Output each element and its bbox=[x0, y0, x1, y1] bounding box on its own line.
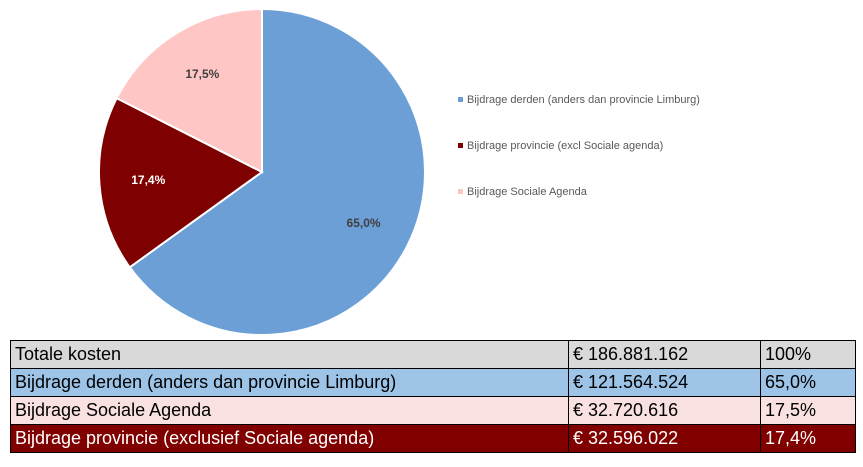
table-row: Bijdrage derden (anders dan provincie Li… bbox=[10, 368, 856, 397]
table-cell: 100% bbox=[760, 340, 856, 369]
legend-label: Bijdrage derden (anders dan provincie Li… bbox=[467, 94, 700, 106]
table-cell: 17,4% bbox=[760, 424, 856, 453]
legend-label: Bijdrage Sociale Agenda bbox=[467, 186, 588, 198]
legend-swatch bbox=[458, 143, 463, 148]
table-cell: € 32.596.022 bbox=[568, 424, 761, 453]
table-cell: Bijdrage derden (anders dan provincie Li… bbox=[10, 368, 569, 397]
table-cell: € 121.564.524 bbox=[568, 368, 761, 397]
data-label: 65,0% bbox=[347, 216, 381, 230]
legend-label: Bijdrage provincie (excl Sociale agenda) bbox=[467, 140, 663, 152]
legend-swatch bbox=[458, 189, 463, 194]
chart: 65,0% 17,4% 17,5% Bijdrage derden (anders d… bbox=[98, 7, 700, 336]
table-row: Bijdrage Sociale Agenda € 32.720.616 17,5% bbox=[10, 396, 856, 425]
table-cell: € 32.720.616 bbox=[568, 396, 761, 425]
data-label: 17,5% bbox=[185, 67, 219, 81]
table-cell: Totale kosten bbox=[10, 340, 569, 369]
table-cell: Bijdrage Sociale Agenda bbox=[10, 396, 569, 425]
table-row: Bijdrage provincie (exclusief Sociale ag… bbox=[10, 424, 856, 453]
data-label: 17,4% bbox=[131, 173, 165, 187]
table-cell: Bijdrage provincie (exclusief Sociale ag… bbox=[10, 424, 569, 453]
table-cell: € 186.881.162 bbox=[568, 340, 761, 369]
table-cell: 17,5% bbox=[760, 396, 856, 425]
table-row: Totale kosten € 186.881.162 100% bbox=[10, 340, 856, 369]
legend-swatch bbox=[458, 97, 463, 102]
cost-table: Totale kosten € 186.881.162 100% Bijdrage d… bbox=[10, 340, 856, 453]
pie-slice bbox=[115, 7, 263, 174]
table-cell: 65,0% bbox=[760, 368, 856, 397]
pie-slice bbox=[98, 96, 264, 269]
pie-slice bbox=[128, 7, 426, 336]
